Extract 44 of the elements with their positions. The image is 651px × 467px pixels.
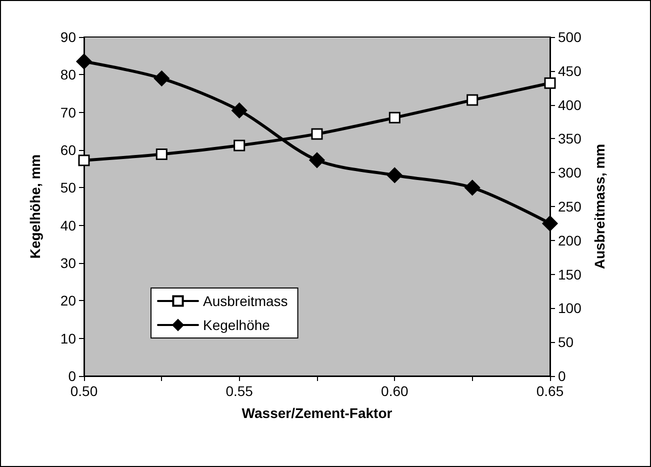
point (309, 152, 325, 168)
y-tick-label: 30 (60, 255, 76, 271)
point (234, 140, 246, 152)
legend-label: Kegelhöhe (203, 317, 270, 333)
y2-tick-label: 350 (558, 130, 582, 147)
point (466, 94, 478, 106)
point (76, 54, 92, 70)
y2-tick-label: 500 (558, 29, 582, 45)
y2-tick-label: 0 (558, 368, 566, 384)
x-tick-label: 0.55 (226, 383, 254, 399)
y-tick-label: 20 (60, 292, 76, 309)
y2-tick-label: 50 (558, 334, 574, 350)
point (388, 112, 400, 124)
point (78, 154, 90, 166)
y-tick-label: 40 (60, 217, 76, 234)
y-tick-label: 90 (60, 29, 76, 45)
y2-tick-label: 300 (558, 164, 582, 181)
y-tick-label: 0 (68, 368, 76, 384)
point (154, 70, 170, 86)
point (156, 148, 168, 160)
y-tick-label: 80 (60, 66, 76, 83)
x-tick-label: 0.60 (381, 383, 409, 399)
y2-tick-label: 250 (558, 198, 582, 214)
y2-tick-label: 100 (558, 300, 582, 316)
point (544, 77, 556, 89)
y2-tick-label: 200 (558, 232, 582, 248)
point (542, 216, 558, 232)
y2-axis-title: Ausbreitmass, mm (591, 144, 608, 270)
point (311, 128, 323, 140)
y2-tick-label: 450 (558, 62, 582, 79)
point (464, 180, 480, 196)
y-tick-label: 60 (60, 142, 76, 158)
y2-tick-label: 400 (558, 96, 582, 113)
legend-label: Ausbreitmass (203, 293, 288, 309)
point (386, 167, 402, 183)
x-tick-label: 0.50 (70, 383, 98, 399)
point (232, 102, 248, 118)
y-axis-title: Kegelhöhe, mm (27, 154, 43, 259)
y2-tick-label: 150 (558, 266, 582, 282)
x-axis-title: Wasser/Zement-Faktor (242, 405, 393, 421)
y-tick-label: 10 (60, 330, 76, 346)
x-tick-label: 0.65 (536, 383, 564, 399)
y-tick-label: 70 (60, 104, 76, 120)
y-tick-label: 50 (60, 180, 76, 196)
